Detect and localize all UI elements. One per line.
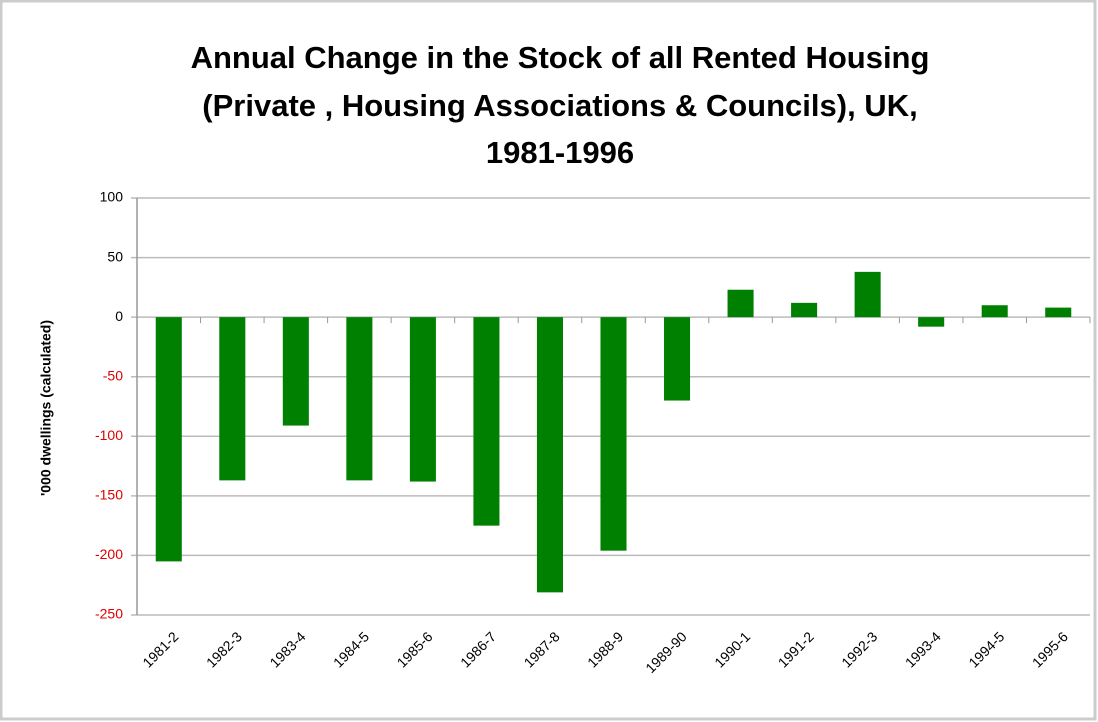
- y-tick-label: -50: [103, 367, 123, 383]
- bar: [282, 317, 309, 426]
- chart-title: Annual Change in the Stock of all Rented…: [191, 40, 930, 75]
- bar: [536, 317, 563, 593]
- bar: [600, 317, 627, 551]
- y-tick-label: 100: [100, 189, 124, 205]
- bar: [473, 317, 500, 526]
- bar: [155, 317, 182, 562]
- bar: [346, 317, 373, 481]
- y-tick-label: -100: [95, 427, 123, 443]
- y-axis-label: '000 dwellings (calculated): [38, 320, 54, 496]
- y-tick-label: -200: [95, 546, 123, 562]
- chart-title: (Private , Housing Associations & Counci…: [202, 88, 917, 123]
- bar: [219, 317, 246, 481]
- bar: [791, 302, 818, 318]
- bar: [981, 305, 1008, 318]
- bar: [409, 317, 436, 482]
- y-tick-label: 0: [115, 308, 123, 324]
- bar: [918, 317, 945, 327]
- bar: [727, 289, 754, 318]
- y-tick-label: -150: [95, 487, 123, 503]
- bar: [664, 317, 691, 401]
- bar: [1045, 307, 1072, 318]
- y-tick-label: -250: [95, 606, 123, 622]
- y-tick-label: 50: [107, 248, 123, 264]
- bar: [854, 271, 881, 318]
- chart-title: 1981-1996: [486, 135, 634, 170]
